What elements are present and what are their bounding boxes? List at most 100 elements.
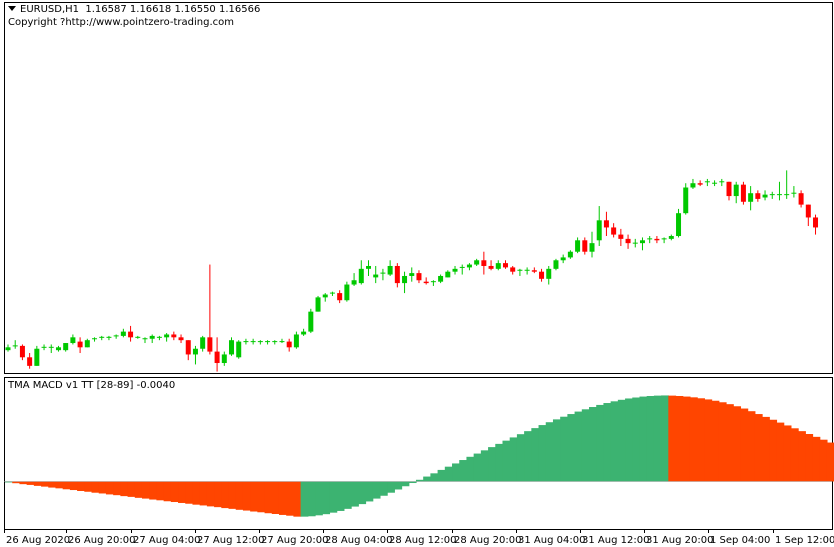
histogram-bar xyxy=(358,481,367,505)
candle xyxy=(488,260,494,271)
candle-body xyxy=(416,273,422,281)
candle xyxy=(560,254,566,264)
x-tick-label: 31 Aug 20:00 xyxy=(646,535,713,546)
candle xyxy=(625,234,631,249)
candle xyxy=(70,334,76,345)
candle xyxy=(279,338,285,344)
candle xyxy=(762,190,768,201)
histogram-bar xyxy=(488,447,496,482)
candle-body xyxy=(229,340,235,355)
histogram-bar xyxy=(170,481,179,503)
histogram-bar xyxy=(776,422,785,482)
candle-body xyxy=(697,183,703,185)
histogram-bar xyxy=(740,408,749,482)
candle xyxy=(776,181,782,201)
candle-body xyxy=(236,341,242,358)
candle xyxy=(106,335,112,341)
candle xyxy=(618,228,624,247)
candle xyxy=(712,180,718,187)
histogram-bar xyxy=(430,473,439,482)
candle-body xyxy=(575,240,581,252)
candle xyxy=(337,290,343,304)
histogram-bar xyxy=(156,481,165,501)
candle xyxy=(265,340,271,345)
histogram-bar xyxy=(5,481,13,483)
histogram-bar xyxy=(603,403,612,482)
histogram-bar xyxy=(444,466,453,482)
candle-body xyxy=(676,213,682,237)
histogram-bar xyxy=(315,481,323,516)
dropdown-triangle-icon[interactable] xyxy=(8,6,16,11)
histogram-bar xyxy=(826,442,834,482)
histogram-bar xyxy=(307,481,316,517)
candle xyxy=(502,260,508,269)
candle xyxy=(366,260,371,276)
histogram-bar xyxy=(401,481,410,487)
ohlc-values: 1.16587 1.16618 1.16550 1.16566 xyxy=(85,4,261,15)
histogram-bar xyxy=(278,481,287,515)
histogram-bar xyxy=(26,481,35,485)
x-tick-label: 1 Sep 04:00 xyxy=(710,535,770,546)
candle xyxy=(250,338,256,345)
candle xyxy=(156,335,162,341)
histogram-bar xyxy=(632,397,641,482)
candle-body xyxy=(19,345,25,358)
histogram-bar xyxy=(221,481,230,509)
candle xyxy=(55,345,61,352)
candle-body xyxy=(409,273,415,276)
candle xyxy=(99,335,105,341)
histogram-bar xyxy=(372,481,381,499)
candle-body xyxy=(322,294,328,298)
candle xyxy=(409,267,415,282)
candle-body xyxy=(546,268,552,279)
histogram-bar xyxy=(726,404,734,482)
candle xyxy=(813,214,819,235)
histogram-bar xyxy=(120,481,129,497)
histogram-bar xyxy=(819,439,828,482)
candle xyxy=(185,340,191,361)
candle xyxy=(286,338,292,352)
candle xyxy=(171,331,177,341)
candle xyxy=(142,337,148,344)
candle-body xyxy=(539,271,545,279)
histogram-bar xyxy=(113,481,121,496)
candle-body xyxy=(200,337,206,349)
histogram-bar xyxy=(625,398,633,482)
histogram-bar xyxy=(228,481,237,509)
histogram-bar xyxy=(351,481,359,507)
candle xyxy=(531,267,537,274)
candle xyxy=(632,238,638,248)
candle-body xyxy=(567,251,573,258)
x-tick-label: 28 Aug 12:00 xyxy=(389,535,456,546)
indicator-label: TMA MACD v1 TT [28-89] -0.0040 xyxy=(8,380,176,391)
candle-body xyxy=(27,357,33,366)
candle xyxy=(495,260,501,271)
candle-body xyxy=(531,270,537,272)
histogram-bar xyxy=(733,406,742,482)
candle-body xyxy=(70,337,76,344)
candle-body xyxy=(286,341,292,348)
copyright-text: Copyright ?http://www.pointzero-trading.… xyxy=(8,17,234,28)
histogram-bar xyxy=(711,400,720,482)
histogram-bar xyxy=(704,399,713,482)
x-tick-label: 27 Aug 04:00 xyxy=(133,535,200,546)
candle-body xyxy=(618,234,624,239)
candle xyxy=(452,265,458,275)
histogram-bar xyxy=(423,476,431,482)
histogram-bar xyxy=(437,469,446,482)
candle-body xyxy=(171,334,177,338)
histogram-bar xyxy=(105,481,114,495)
candle xyxy=(683,183,689,215)
candle-body xyxy=(351,280,357,285)
candle xyxy=(380,268,386,281)
candle xyxy=(575,237,581,254)
candle xyxy=(200,335,206,352)
candle xyxy=(135,335,141,339)
histogram-bar xyxy=(516,434,525,482)
candle xyxy=(308,308,314,334)
candle xyxy=(438,274,444,284)
candle xyxy=(697,180,703,187)
histogram-bar xyxy=(812,436,821,482)
